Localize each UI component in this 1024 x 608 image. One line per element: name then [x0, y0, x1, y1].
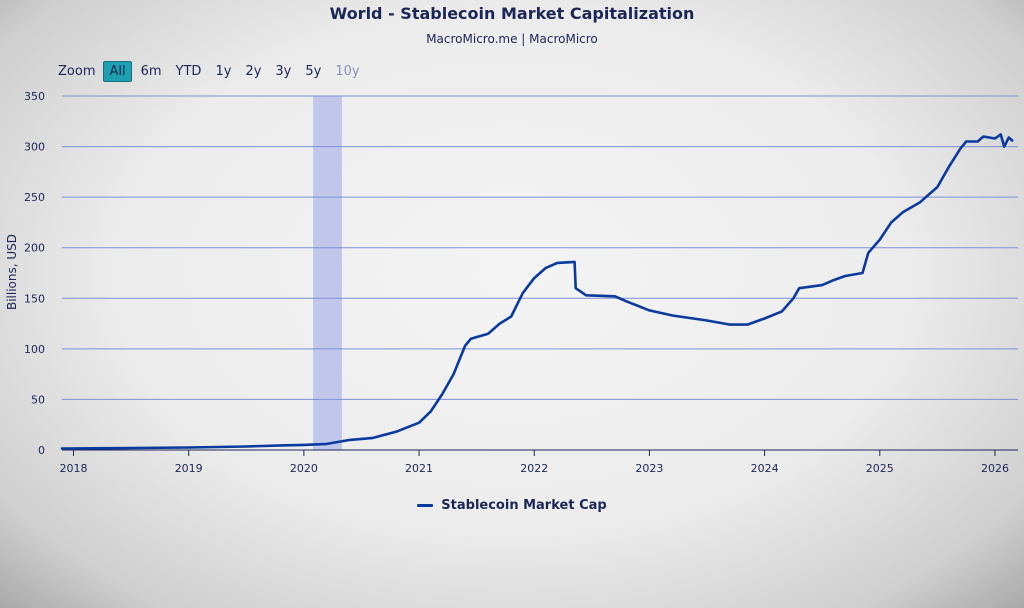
y-tick-label: 250	[24, 191, 45, 204]
x-tick-label: 2020	[290, 462, 318, 475]
zoom-label: Zoom	[58, 63, 96, 79]
x-tick-label: 2022	[520, 462, 548, 475]
y-tick-label: 200	[24, 242, 45, 255]
legend-label: Stablecoin Market Cap	[441, 498, 607, 513]
zoom-all-button[interactable]: All	[103, 60, 132, 82]
y-tick-label: 100	[24, 343, 45, 356]
zoom-1y-button[interactable]: 1y	[215, 63, 232, 79]
zoom-bar: Zoom All 6m YTD 1y 2y 3y 5y 10y	[58, 60, 365, 82]
shaded-period	[313, 96, 342, 450]
chart-title: World - Stablecoin Market Capitalization	[329, 4, 695, 23]
zoom-10y-button: 10y	[335, 63, 360, 79]
x-tick-label: 2019	[175, 462, 203, 475]
chart-legend[interactable]: Stablecoin Market Cap	[0, 498, 1024, 513]
y-tick-label: 150	[24, 292, 45, 305]
x-tick-label: 2024	[751, 462, 779, 475]
zoom-5y-button[interactable]: 5y	[305, 63, 322, 79]
y-tick-label: 0	[38, 444, 45, 457]
y-tick-label: 50	[31, 393, 45, 406]
chart-source: MacroMicro.me | MacroMicro	[426, 32, 598, 46]
y-axis-title: Billions, USD	[5, 234, 19, 310]
legend-swatch	[417, 504, 434, 507]
series-line	[60, 133, 1014, 450]
y-tick-label: 300	[24, 141, 45, 154]
y-tick-label: 350	[24, 90, 45, 103]
x-tick-label: 2018	[60, 462, 88, 475]
zoom-3y-button[interactable]: 3y	[275, 63, 292, 79]
zoom-ytd-button[interactable]: YTD	[175, 63, 202, 79]
x-tick-label: 2021	[405, 462, 433, 475]
zoom-6m-button[interactable]: 6m	[140, 63, 162, 79]
x-tick-label: 2026	[981, 462, 1009, 475]
x-tick-label: 2023	[635, 462, 663, 475]
zoom-2y-button[interactable]: 2y	[245, 63, 262, 79]
x-tick-label: 2025	[866, 462, 894, 475]
